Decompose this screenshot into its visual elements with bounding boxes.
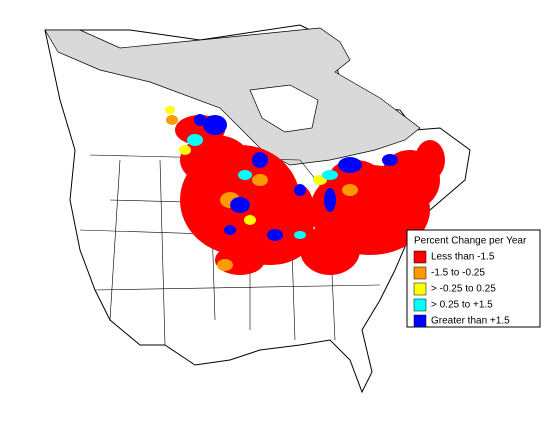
change-area <box>294 184 306 196</box>
change-area <box>224 225 236 235</box>
legend-label: Greater than +1.5 <box>431 316 510 327</box>
hudson-bay <box>249 84 319 133</box>
change-area <box>382 154 398 166</box>
legend-box <box>406 229 541 328</box>
change-area <box>179 145 191 155</box>
legend-swatch <box>413 298 427 312</box>
change-areas <box>165 106 445 275</box>
legend-label: > 0.25 to +1.5 <box>431 300 493 311</box>
change-area <box>324 188 336 212</box>
legend-label: > -0.25 to 0.25 <box>431 284 496 295</box>
change-area <box>267 229 283 241</box>
legend-label: -1.5 to -0.25 <box>431 268 485 279</box>
change-area <box>244 215 256 225</box>
change-area <box>217 259 233 271</box>
legend-title: Percent Change per Year <box>414 236 527 247</box>
change-area <box>238 170 252 180</box>
change-area <box>165 106 175 114</box>
change-area <box>322 170 338 180</box>
change-area <box>338 157 362 173</box>
legend-swatch <box>413 314 427 328</box>
change-area <box>203 115 227 135</box>
legend-swatch <box>413 250 427 264</box>
legend-swatch <box>413 282 427 296</box>
change-area <box>415 140 445 180</box>
change-area <box>230 197 250 213</box>
legend-label: Less than -1.5 <box>431 252 495 263</box>
change-area <box>187 134 203 146</box>
change-area <box>294 231 306 239</box>
change-area <box>300 225 360 275</box>
northern-region <box>44 27 421 166</box>
change-area <box>252 174 268 186</box>
legend-swatch <box>413 266 427 280</box>
change-area <box>194 114 206 126</box>
change-area <box>285 185 315 245</box>
change-area <box>180 135 250 185</box>
legend: Percent Change per Year Less than -1.5 -1… <box>406 229 541 328</box>
change-area <box>166 115 178 125</box>
change-area <box>252 152 268 168</box>
change-area <box>342 184 358 196</box>
